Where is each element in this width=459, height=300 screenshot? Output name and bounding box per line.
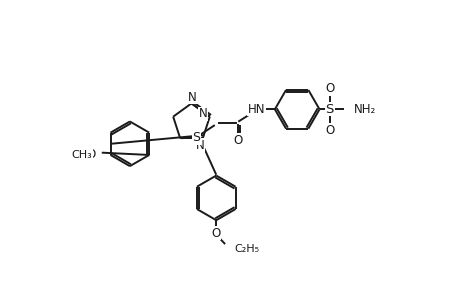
- Text: O: O: [211, 227, 220, 240]
- Text: N: N: [188, 91, 196, 104]
- Text: CH₃: CH₃: [71, 150, 92, 160]
- Text: C₂H₅: C₂H₅: [234, 244, 258, 254]
- Text: O: O: [232, 134, 241, 147]
- Text: NH₂: NH₂: [353, 103, 375, 116]
- Text: O: O: [324, 82, 333, 95]
- Text: O: O: [324, 124, 333, 136]
- Text: N: N: [198, 107, 207, 120]
- Text: N: N: [196, 139, 204, 152]
- Text: S: S: [325, 103, 333, 116]
- Text: S: S: [192, 131, 200, 144]
- Text: HN: HN: [247, 103, 265, 116]
- Text: O: O: [86, 148, 95, 161]
